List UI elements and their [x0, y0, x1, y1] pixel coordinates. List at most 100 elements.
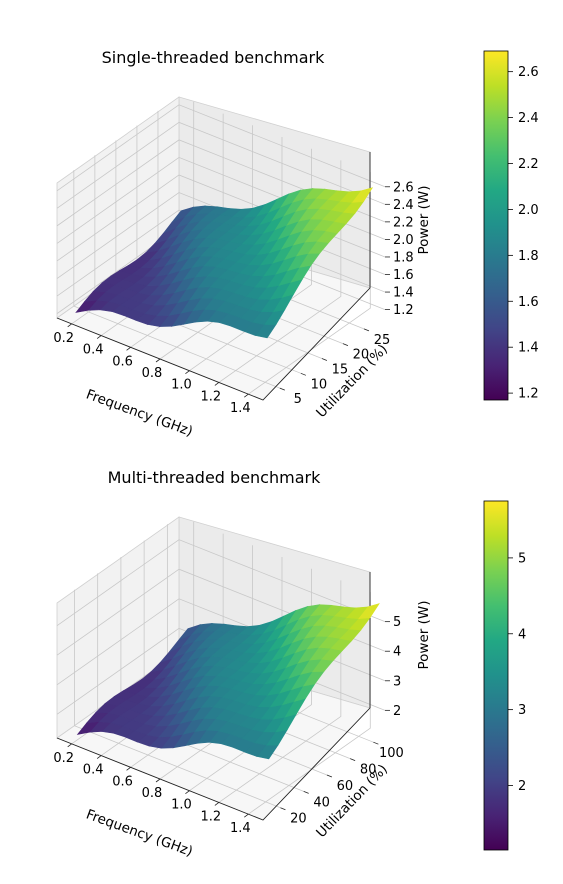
colorbar-tick-label: 2 — [518, 779, 526, 794]
z-tick-label: 2.6 — [393, 180, 414, 195]
surface — [76, 603, 380, 760]
z-axis-label: Power (W) — [416, 601, 432, 670]
x-tick-label: 0.4 — [83, 763, 104, 778]
y-tick-label: 5 — [294, 392, 302, 407]
y-tick-label: 40 — [313, 795, 330, 810]
multi-threaded-panel: Multi-threaded benchmark 0.2 0.4 0.6 0.8 1.0… — [53, 468, 526, 860]
x-tick-label: 0.4 — [83, 343, 104, 358]
z-tick-label: 2.2 — [393, 215, 414, 230]
x-tick-mark — [96, 755, 102, 759]
z-tick-label: 1.2 — [393, 303, 414, 318]
surface — [75, 187, 374, 339]
x-tick-label: 1.4 — [230, 401, 251, 416]
y-tick-mark — [300, 372, 307, 376]
z-ticks: 2 3 4 5 — [385, 615, 401, 719]
x-tick-label: 0.2 — [53, 331, 74, 346]
x-axis-label: Frequency (GHz) — [84, 807, 195, 860]
x-tick-label: 1.0 — [171, 378, 192, 393]
colorbar-tick-label: 2.0 — [518, 203, 539, 218]
x-tick-mark — [126, 346, 131, 351]
y-tick-label: 10 — [311, 377, 328, 392]
y-tick-label: 25 — [374, 333, 391, 348]
grid-line — [73, 170, 280, 389]
colorbar — [483, 500, 509, 851]
y-tick-label: 100 — [379, 746, 404, 761]
z-tick-label: 2.4 — [393, 198, 414, 213]
colorbar-tick-label: 1.2 — [518, 387, 539, 402]
x-axis-label: Frequency (GHz) — [84, 387, 195, 440]
y-tick-label: 80 — [360, 763, 377, 778]
x-tick-mark — [96, 335, 102, 339]
x-tick-label: 1.2 — [201, 809, 222, 824]
y-tick-mark — [280, 807, 286, 811]
y-tick-label: 15 — [332, 362, 349, 377]
z-ticks: 1.2 1.4 1.6 1.8 2.0 2.2 2.4 2.6 — [385, 180, 414, 318]
y-tick-mark — [303, 790, 309, 794]
y-tick-mark — [363, 328, 370, 332]
grid-line — [56, 104, 386, 192]
x-ticks: 0.2 0.4 0.6 0.8 1.0 1.2 1.4 — [53, 323, 251, 416]
x-tick-mark — [185, 790, 190, 795]
z-tick-label: 2.0 — [393, 233, 414, 248]
y-tick-label: 60 — [337, 779, 354, 794]
z-axis-label: Power (W) — [416, 186, 432, 255]
y-tick-mark — [326, 774, 333, 778]
surface-patch — [178, 624, 201, 641]
x-tick-label: 0.2 — [53, 751, 74, 766]
z-tick-label: 1.4 — [393, 286, 414, 301]
colorbar-ticks: 1.2 1.4 1.6 1.8 2.0 2.2 2.4 2.6 — [508, 65, 539, 402]
front-axes — [56, 707, 371, 821]
x-tick-label: 0.6 — [112, 354, 133, 369]
x-tick-mark — [244, 813, 249, 818]
colorbar-tick-label: 2.4 — [518, 111, 539, 126]
colorbar-tick-label: 1.4 — [518, 341, 539, 356]
colorbar-tick-label: 4 — [518, 627, 526, 642]
colorbar — [483, 50, 509, 401]
grid-line — [97, 573, 304, 792]
front-axes — [56, 287, 371, 401]
colorbar-tick-label: 1.6 — [518, 295, 539, 310]
y-tick-label: 20 — [353, 348, 370, 363]
x-tick-mark — [126, 766, 131, 771]
x-tick-mark — [155, 778, 161, 783]
surface-patch — [171, 206, 194, 223]
grid-line — [74, 589, 281, 809]
colorbar-tick-label: 5 — [518, 551, 526, 566]
grid-line — [56, 627, 386, 715]
chart-title: Single-threaded benchmark — [102, 48, 326, 67]
x-tick-mark — [185, 370, 190, 375]
x-tick-label: 0.8 — [142, 786, 163, 801]
chart-title: Multi-threaded benchmark — [108, 468, 321, 487]
x-ticks: 0.2 0.4 0.6 0.8 1.0 1.2 1.4 — [53, 743, 251, 836]
y-tick-mark — [279, 387, 285, 391]
colorbar-tick-label: 3 — [518, 703, 526, 718]
y-tick-label: 20 — [290, 812, 307, 827]
z-tick-label: 2 — [393, 704, 401, 719]
x-tick-mark — [244, 393, 249, 398]
x-tick-label: 0.8 — [142, 366, 163, 381]
x-tick-label: 0.6 — [112, 774, 133, 789]
y-ticks: 5 10 15 20 25 — [279, 328, 391, 407]
colorbar-tick-label: 2.6 — [518, 65, 539, 80]
single-threaded-panel: Single-threaded benchmark 0.2 0.4 0.6 0.8 1.… — [53, 48, 538, 440]
x-tick-mark — [214, 382, 220, 386]
y-tick-mark — [342, 343, 349, 347]
x-tick-label: 1.4 — [230, 821, 251, 836]
z-tick-label: 1.6 — [393, 268, 414, 283]
y-tick-mark — [321, 358, 328, 361]
z-tick-label: 3 — [393, 674, 401, 689]
grid-line — [56, 539, 386, 626]
z-tick-label: 4 — [393, 645, 401, 660]
y-tick-mark — [373, 741, 379, 745]
x-tick-mark — [155, 358, 161, 363]
x-tick-mark — [67, 323, 72, 328]
x-tick-mark — [214, 802, 220, 806]
x-tick-label: 1.0 — [171, 798, 192, 813]
colorbar-tick-label: 1.8 — [518, 249, 539, 264]
grid-line — [56, 209, 386, 297]
x-tick-mark — [67, 743, 72, 748]
x-tick-label: 1.2 — [201, 389, 222, 404]
grid-line — [56, 121, 386, 209]
